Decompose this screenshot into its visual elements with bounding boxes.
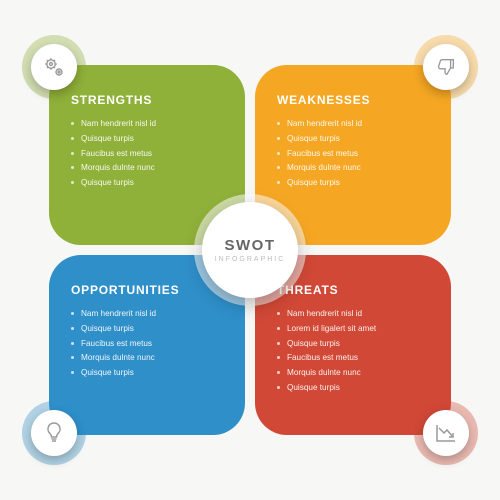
opportunities-title: OPPORTUNITIES [71,283,223,297]
list-item: Faucibus est metus [277,351,429,366]
list-item: Quisque turpis [71,176,223,191]
weaknesses-icon-badge [423,44,469,90]
weaknesses-title: WEAKNESSES [277,93,429,107]
list-item: Faucibus est metus [277,147,429,162]
center-circle: SWOT INFOGRAPHIC [202,202,298,298]
threats-icon-badge [423,410,469,456]
gears-icon [42,55,66,79]
list-item: Nam hendrerit nisl id [71,307,223,322]
list-item: Lorem id ligalert sit amet [277,322,429,337]
center-subtitle: INFOGRAPHIC [215,256,286,263]
list-item: Nam hendrerit nisl id [277,117,429,132]
threats-title: THREATS [277,283,429,297]
threats-list: Nam hendrerit nisl id Lorem id ligalert … [277,307,429,396]
list-item: Morquis dulnte nunc [71,351,223,366]
opportunities-icon-badge [31,410,77,456]
strengths-icon-badge [31,44,77,90]
opportunities-list: Nam hendrerit nisl id Quisque turpis Fau… [71,307,223,381]
list-item: Quisque turpis [71,322,223,337]
list-item: Quisque turpis [71,366,223,381]
list-item: Quisque turpis [71,132,223,147]
list-item: Morquis dulnte nunc [277,161,429,176]
list-item: Morquis dulnte nunc [277,366,429,381]
weaknesses-list: Nam hendrerit nisl id Quisque turpis Fau… [277,117,429,191]
thumbs-down-icon [435,56,457,78]
list-item: Quisque turpis [277,337,429,352]
decline-chart-icon [434,422,458,444]
list-item: Nam hendrerit nisl id [71,117,223,132]
list-item: Morquis dulnte nunc [71,161,223,176]
lightbulb-icon [44,421,64,445]
strengths-title: STRENGTHS [71,93,223,107]
list-item: Quisque turpis [277,132,429,147]
list-item: Faucibus est metus [71,337,223,352]
list-item: Quisque turpis [277,381,429,396]
list-item: Quisque turpis [277,176,429,191]
list-item: Faucibus est metus [71,147,223,162]
strengths-list: Nam hendrerit nisl id Quisque turpis Fau… [71,117,223,191]
center-title: SWOT [225,237,276,254]
list-item: Nam hendrerit nisl id [277,307,429,322]
